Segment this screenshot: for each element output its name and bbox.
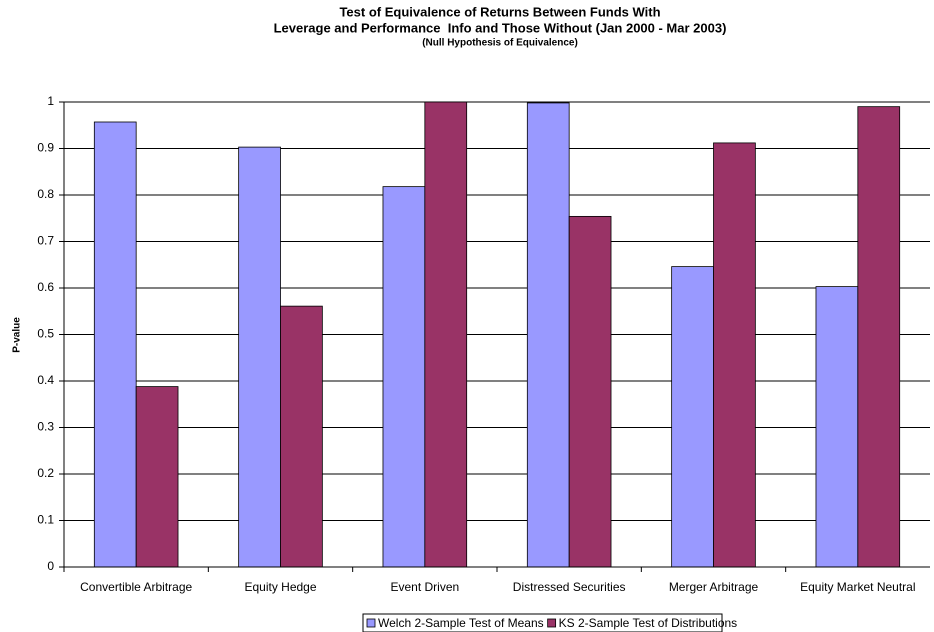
x-tick-label: Event Driven (390, 580, 459, 594)
y-tick-label: 0.2 (37, 466, 54, 480)
bar (815, 286, 859, 568)
bar (568, 215, 612, 568)
bar (424, 101, 468, 568)
x-tick-label: Equity Market Neutral (800, 580, 915, 594)
bar (671, 266, 714, 568)
bar (93, 121, 137, 568)
x-tick-label: Merger Arbitrage (669, 580, 759, 594)
y-tick-label: 1 (47, 94, 54, 108)
legend-box (362, 613, 723, 632)
legend-label: KS 2-Sample Test of Distributions (559, 616, 738, 630)
y-tick-label: 0.7 (37, 234, 54, 248)
y-tick-label: 0 (47, 559, 54, 573)
bar (857, 106, 901, 568)
legend-swatch (547, 618, 557, 628)
chart-subtitle: (Null Hypothesis of Equivalence) (422, 38, 578, 49)
y-tick-label: 0.6 (37, 280, 54, 294)
legend-label: Welch 2-Sample Test of Means (378, 616, 544, 630)
bar (135, 386, 179, 568)
bar (280, 305, 323, 568)
y-tick-label: 0.8 (37, 187, 54, 201)
chart-title: Leverage and Performance Info and Those … (274, 20, 727, 35)
bar (238, 146, 281, 568)
y-axis-label: P-value (12, 317, 23, 353)
y-tick-label: 0.4 (37, 373, 54, 387)
bar (713, 142, 756, 568)
y-tick-label: 0.5 (37, 327, 54, 341)
bar (526, 102, 570, 568)
y-tick-label: 0.3 (37, 420, 54, 434)
x-tick-label: Distressed Securities (513, 580, 626, 594)
bar (382, 186, 426, 568)
x-tick-label: Equity Hedge (244, 580, 316, 594)
legend-swatch (366, 618, 376, 628)
x-tick-label: Convertible Arbitrage (80, 580, 192, 594)
y-tick-label: 0.9 (37, 141, 54, 155)
chart-title: Test of Equivalence of Returns Between F… (339, 4, 660, 19)
y-tick-label: 0.1 (37, 513, 54, 527)
